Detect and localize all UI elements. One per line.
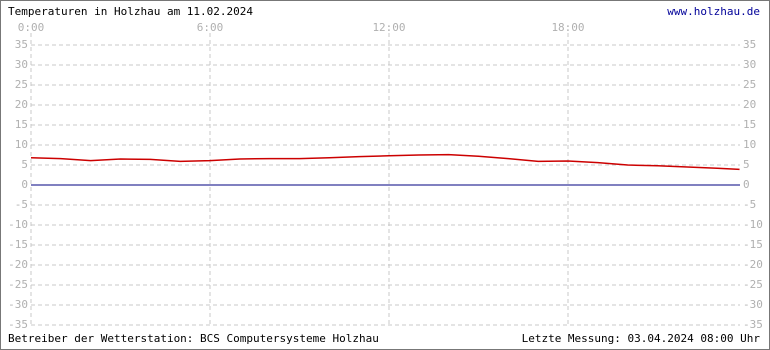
y-tick-label-right: 30 [743, 58, 756, 71]
y-tick-label-right: 25 [743, 78, 756, 91]
footer-last-measurement: Letzte Messung: 03.04.2024 08:00 Uhr [522, 332, 761, 345]
y-tick-label-right: -25 [743, 278, 763, 291]
y-tick-label: 0 [21, 178, 28, 191]
x-tick-label: 6:00 [197, 21, 224, 34]
site-link[interactable]: www.holzhau.de [667, 5, 760, 18]
y-tick-label-right: 10 [743, 138, 756, 151]
y-tick-label: 15 [15, 118, 28, 131]
y-tick-label: -20 [8, 258, 28, 271]
x-tick-label: 18:00 [551, 21, 584, 34]
x-tick-label: 0:00 [18, 21, 45, 34]
y-tick-label: -25 [8, 278, 28, 291]
y-tick-label: 10 [15, 138, 28, 151]
y-tick-label: -15 [8, 238, 28, 251]
y-tick-label-right: -20 [743, 258, 763, 271]
y-tick-label: 25 [15, 78, 28, 91]
y-tick-label: -35 [8, 318, 28, 331]
y-tick-label: 5 [21, 158, 28, 171]
x-tick-label: 12:00 [372, 21, 405, 34]
y-tick-label-right: -10 [743, 218, 763, 231]
y-tick-label-right: -15 [743, 238, 763, 251]
y-tick-label: 30 [15, 58, 28, 71]
y-tick-label: 20 [15, 98, 28, 111]
y-tick-label-right: -35 [743, 318, 763, 331]
y-tick-label-right: -5 [743, 198, 756, 211]
y-tick-label-right: 35 [743, 38, 756, 51]
footer-operator: Betreiber der Wetterstation: BCS Compute… [8, 332, 379, 345]
y-tick-label: -10 [8, 218, 28, 231]
chart-title: Temperaturen in Holzhau am 11.02.2024 [8, 5, 253, 18]
y-tick-label-right: 20 [743, 98, 756, 111]
y-tick-label: -5 [15, 198, 28, 211]
temperature-line [30, 153, 740, 171]
y-tick-label-right: -30 [743, 298, 763, 311]
y-tick-label-right: 5 [743, 158, 750, 171]
y-tick-label-right: 0 [743, 178, 750, 191]
y-tick-label: -30 [8, 298, 28, 311]
y-tick-label-right: 15 [743, 118, 756, 131]
y-tick-label: 35 [15, 38, 28, 51]
